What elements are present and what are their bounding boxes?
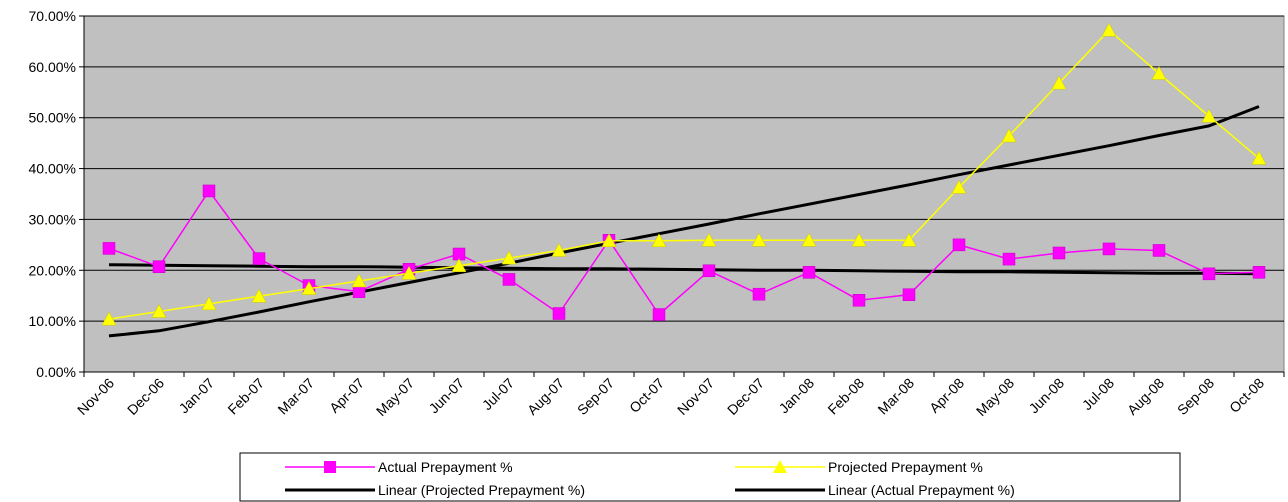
data-point-square [852,294,866,307]
data-point-square [202,184,216,198]
x-tick-label: May-07 [373,375,417,419]
x-tick-label: Jul-07 [479,375,517,413]
data-point-triangle [701,232,717,247]
data-point-triangle [751,232,767,247]
data-point-square [1252,266,1266,279]
data-point-square [902,288,916,301]
data-point-square [752,287,766,301]
x-tick-label: Apr-08 [926,375,967,416]
data-point-triangle [1051,75,1067,90]
gridlines [84,15,1284,322]
data-point-triangle [101,311,117,326]
y-tick-label: 40.00% [29,161,76,177]
data-point-square [1152,244,1166,257]
series-line [108,190,1260,316]
data-point-square [152,260,166,273]
data-point-triangle [251,288,267,303]
data-point-triangle [1001,128,1017,143]
data-point-square [552,307,566,320]
x-tick-label: Aug-08 [1124,375,1167,418]
x-tick-label: Jul-08 [1079,375,1117,413]
data-point-triangle [301,281,317,295]
data-point-triangle [1251,150,1267,165]
legend-label: Linear (Projected Prepayment %) [378,482,585,498]
data-point-square [1202,267,1216,281]
data-point-triangle [651,233,667,248]
legend-marker-triangle [773,460,787,473]
data-point-triangle [801,232,817,247]
y-tick-label: 50.00% [29,110,76,126]
data-point-square [702,264,716,278]
y-axis-ticks: 0.00% 10.00% 20.00% 30.00% 40.00% 50.00% 60.00… [29,8,85,380]
series-line [108,105,1260,338]
x-tick-label: Dec-06 [124,375,167,418]
y-tick-label: 0.00% [36,364,76,380]
data-point-square [352,285,366,298]
x-tick-label: Jun-07 [426,375,468,417]
y-tick-label: 10.00% [29,313,76,329]
x-tick-label: Nov-07 [674,375,717,418]
x-tick-label: Sep-08 [1174,375,1217,418]
data-point-square [1102,242,1116,256]
x-tick-label: Jan-08 [776,375,818,417]
legend-label: Projected Prepayment % [828,459,983,475]
x-tick-label: Sep-07 [574,375,617,418]
data-point-triangle [851,232,867,247]
data-point-triangle [1101,22,1117,37]
series-line [108,29,1260,320]
data-point-triangle [1151,65,1167,80]
x-tick-label: Aug-07 [524,375,567,418]
data-point-square [502,273,516,286]
x-tick-label: Dec-07 [724,375,767,418]
data-point-triangle [501,250,517,265]
x-tick-label: Apr-07 [326,375,367,416]
data-point-triangle [951,179,967,194]
x-tick-label: Oct-07 [626,375,667,416]
data-point-square [952,238,966,252]
data-point-triangle [1201,108,1217,123]
x-tick-label: Jan-07 [176,375,218,417]
data-point-triangle [351,273,367,288]
data-point-triangle [551,242,567,257]
legend-label: Linear (Actual Prepayment %) [828,482,1015,498]
data-point-square [252,252,266,265]
legend: Actual Prepayment % Projected Prepayment … [239,452,1181,502]
series-line [108,263,1260,276]
plot-area [83,15,1285,373]
x-tick-label: Nov-06 [74,375,117,418]
x-axis-ticks: Nov-06 Dec-06 Jan-07 Feb-07 Mar-07 Apr-07 May-… [74,371,1285,419]
y-tick-label: 30.00% [29,211,76,227]
data-point-square [102,242,116,255]
series-layer [101,22,1267,338]
x-tick-label: Feb-08 [824,375,867,418]
data-point-triangle [151,303,167,318]
legend-box [239,452,1181,502]
data-point-square [652,308,666,321]
y-tick-label: 70.00% [29,8,76,24]
x-tick-label: Mar-08 [874,375,917,418]
x-tick-label: Feb-07 [224,375,267,418]
x-tick-label: May-08 [973,375,1017,419]
data-point-square [802,266,816,279]
x-tick-label: Mar-07 [274,375,317,418]
legend-marker-square [324,461,336,473]
data-point-triangle [401,265,417,280]
legend-label: Actual Prepayment % [378,459,513,475]
x-tick-label: Oct-08 [1226,375,1267,416]
data-point-triangle [601,233,617,248]
y-tick-label: 60.00% [29,59,76,75]
data-point-triangle [901,232,917,247]
x-tick-label: Jun-08 [1026,375,1068,417]
data-point-triangle [201,296,217,311]
data-point-square [1002,252,1016,266]
data-point-triangle [451,258,467,272]
data-point-square [1052,246,1066,260]
y-tick-label: 20.00% [29,262,76,278]
